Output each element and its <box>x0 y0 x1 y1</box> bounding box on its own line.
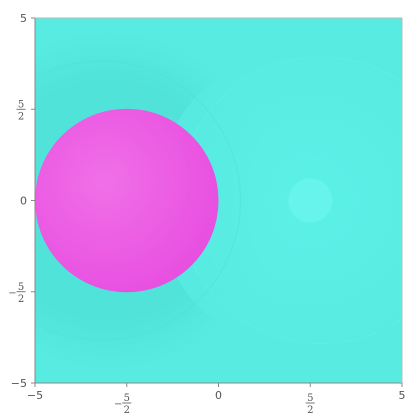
tick-denominator: 2 <box>18 294 24 305</box>
tick-label: −52 <box>8 282 26 305</box>
x-tick-label: 0 <box>215 389 222 402</box>
x-tick-label: 5 <box>399 389 406 402</box>
tick-sign: − <box>114 399 122 410</box>
tick-numerator: 5 <box>18 99 24 110</box>
tick-numerator: 5 <box>18 282 24 293</box>
y-tick-label: 0 <box>20 195 27 208</box>
contour-ring-left <box>35 60 241 341</box>
tick-denominator: 2 <box>18 111 24 122</box>
sphere <box>35 108 219 293</box>
tick-sign: − <box>8 288 16 299</box>
tick-label: 52 <box>305 393 315 416</box>
tick-denominator: 2 <box>124 405 130 416</box>
region-right-center-spot <box>288 178 333 223</box>
x-tick-label: −5 <box>27 389 43 402</box>
tick-label: 52 <box>16 99 26 122</box>
y-tick-label: 5 <box>20 12 27 25</box>
y-tick-label: −5 <box>11 377 27 390</box>
tick-numerator: 5 <box>307 393 313 404</box>
plot-area <box>35 18 402 383</box>
tick-denominator: 2 <box>307 405 313 416</box>
tick-numerator: 5 <box>124 393 130 404</box>
tick-label: −52 <box>114 393 132 416</box>
